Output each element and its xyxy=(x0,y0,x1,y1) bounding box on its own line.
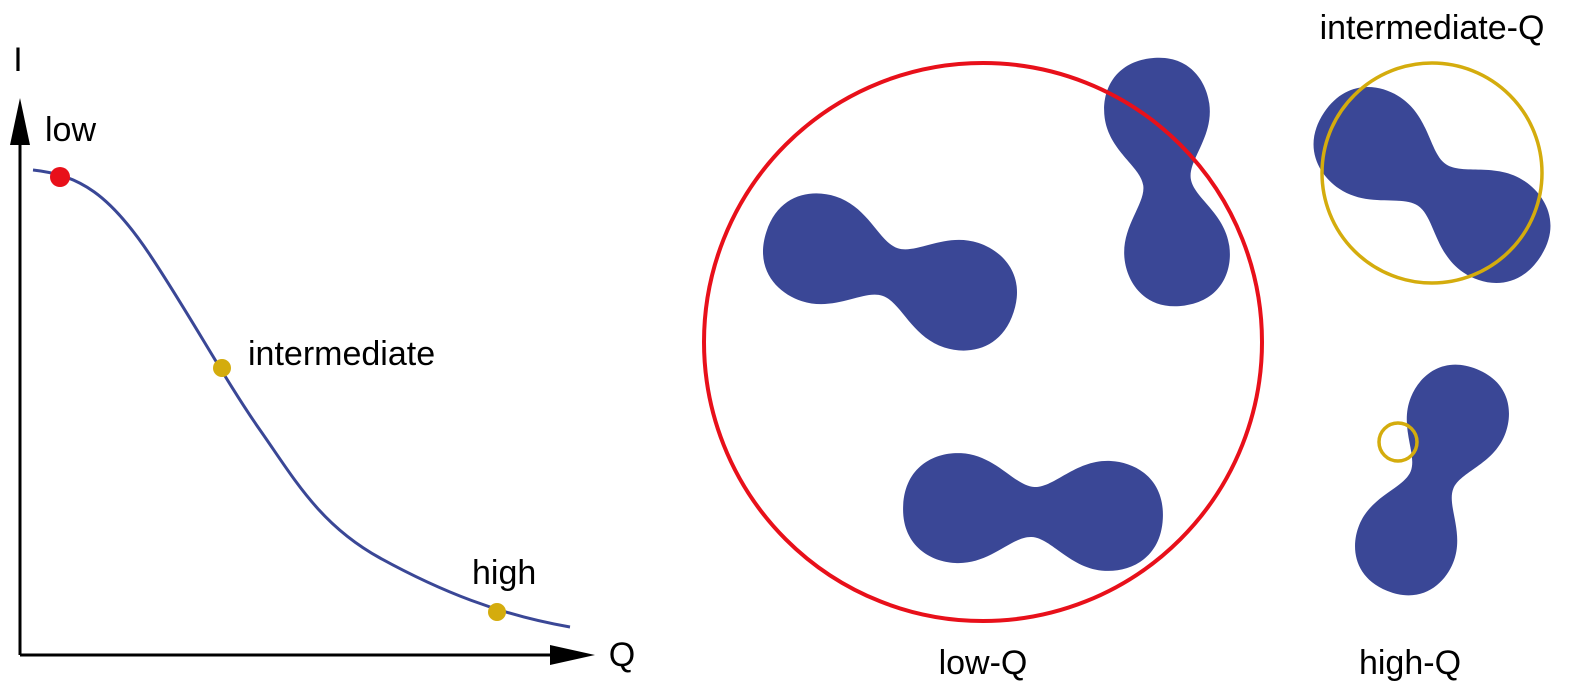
intensity-plot: I Q low intermediate high xyxy=(10,41,635,674)
y-axis-label: I xyxy=(13,41,22,79)
intermediate-point xyxy=(213,359,231,377)
point-label: intermediate xyxy=(248,335,435,373)
y-arrow xyxy=(10,98,30,145)
point-label: low xyxy=(45,111,96,149)
x-axis-label: Q xyxy=(609,636,635,674)
particle xyxy=(900,450,1165,573)
point-label: high xyxy=(472,554,536,592)
panel-label: intermediate-Q xyxy=(1320,9,1545,47)
intermediate-q-panel: intermediate-Q xyxy=(1293,9,1570,303)
high-q-panel: high-Q xyxy=(1340,350,1523,682)
panel-label: low-Q xyxy=(939,644,1028,682)
x-arrow xyxy=(550,645,595,665)
low-q-panel: low-Q xyxy=(704,51,1262,682)
particle xyxy=(1340,350,1523,610)
panel-label: high-Q xyxy=(1359,644,1461,682)
particle xyxy=(1293,67,1570,304)
high-point xyxy=(488,603,506,621)
diagram: I Q low intermediate high low-Q intermed… xyxy=(0,0,1594,698)
particle xyxy=(749,180,1030,365)
particle xyxy=(1097,51,1236,313)
low-point xyxy=(50,167,70,187)
